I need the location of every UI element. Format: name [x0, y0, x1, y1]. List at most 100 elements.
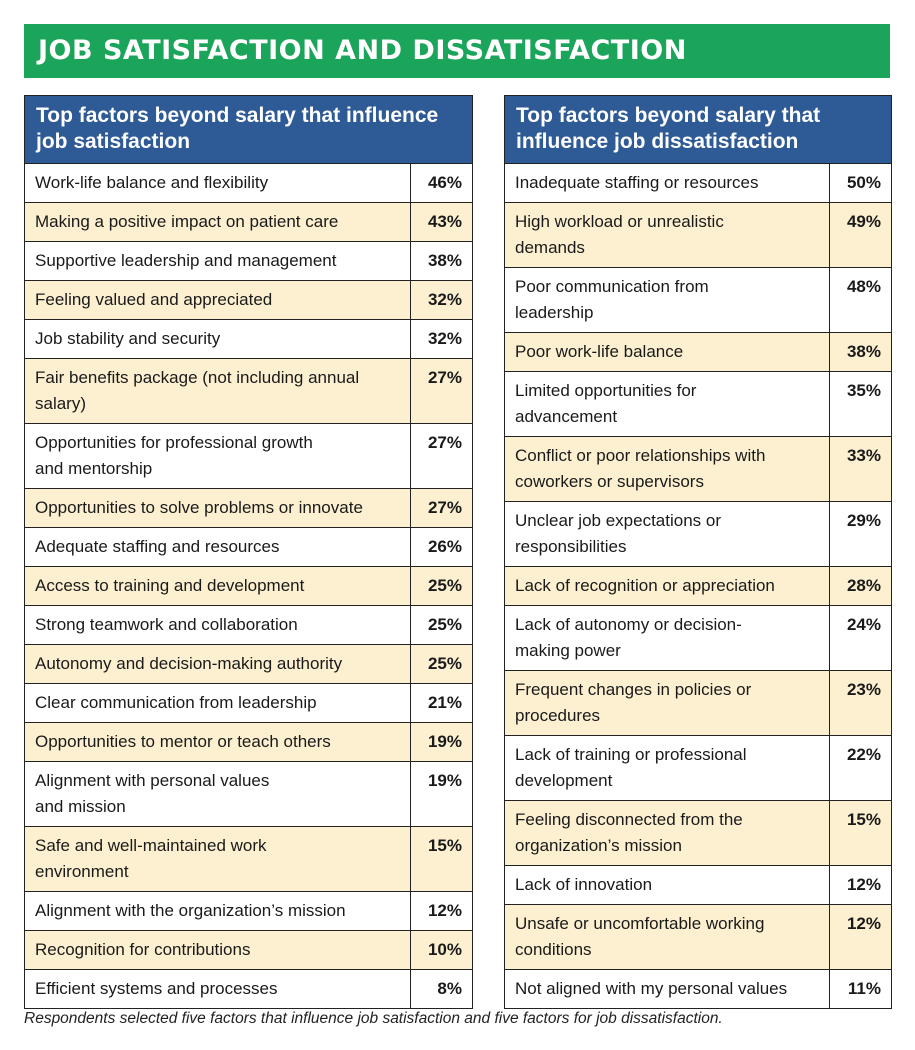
- factor-label: Efficient systems and processes: [25, 970, 411, 1008]
- page-title: JOB SATISFACTION AND DISSATISFACTION: [24, 24, 890, 78]
- table-row: Making a positive impact on patient care…: [25, 203, 472, 242]
- dissatisfaction-table: Top factors beyond salary that influence…: [504, 95, 892, 1009]
- factor-percent: 29%: [846, 511, 881, 530]
- satisfaction-table: Top factors beyond salary that influence…: [24, 95, 473, 1009]
- table-row: Lack of recognition or appreciation 28%: [505, 567, 891, 606]
- factor-label: Safe and well-maintained work environmen…: [25, 827, 411, 891]
- table-row: Feeling disconnected from the organizati…: [505, 801, 891, 866]
- factor-percent: 27%: [427, 498, 462, 517]
- satisfaction-table-heading: Top factors beyond salary that influence…: [25, 96, 472, 164]
- factor-label: Limited opportunities for advancement: [505, 372, 830, 436]
- factor-percent: 23%: [846, 680, 881, 699]
- table-row: Safe and well-maintained work environmen…: [25, 827, 472, 892]
- factor-percent: 35%: [846, 381, 881, 400]
- factor-percent: 49%: [846, 212, 881, 231]
- table-row: Opportunities to solve problems or innov…: [25, 489, 472, 528]
- table-row: Lack of training or professional develop…: [505, 736, 891, 801]
- table-row: Work-life balance and flexibility 46%: [25, 164, 472, 203]
- table-row: High workload or unrealistic demands 49%: [505, 203, 891, 268]
- factor-percent: 24%: [846, 615, 881, 634]
- factor-percent: 33%: [846, 446, 881, 465]
- factor-percent: 28%: [846, 576, 881, 595]
- table-row: Feeling valued and appreciated 32%: [25, 281, 472, 320]
- factor-percent: 48%: [846, 277, 881, 296]
- factor-label: Unclear job expectations or responsibili…: [505, 502, 830, 566]
- factor-percent: 26%: [427, 537, 462, 556]
- factor-percent: 25%: [427, 654, 462, 673]
- factor-label: Frequent changes in policies or procedur…: [505, 671, 830, 735]
- table-row: Not aligned with my personal values 11%: [505, 970, 891, 1008]
- factor-label: Conflict or poor relationships with cowo…: [505, 437, 830, 501]
- table-row: Lack of autonomy or decision- making pow…: [505, 606, 891, 671]
- factor-label: Making a positive impact on patient care: [25, 203, 411, 241]
- factor-label: Alignment with personal values and missi…: [25, 762, 411, 826]
- factor-label: Opportunities for professional growth an…: [25, 424, 411, 488]
- factor-label: Unsafe or uncomfortable working conditio…: [505, 905, 830, 969]
- factor-label: Opportunities to mentor or teach others: [25, 723, 411, 761]
- factor-percent: 12%: [846, 914, 881, 933]
- table-row: Efficient systems and processes 8%: [25, 970, 472, 1008]
- factor-percent: 8%: [437, 979, 462, 998]
- dissatisfaction-table-body: Inadequate staffing or resources 50% High …: [505, 164, 891, 1008]
- factor-percent: 12%: [846, 875, 881, 894]
- factor-label: Lack of innovation: [505, 866, 830, 904]
- factor-label: Strong teamwork and collaboration: [25, 606, 411, 644]
- table-row: Opportunities for professional growth an…: [25, 424, 472, 489]
- table-row: Supportive leadership and management 38%: [25, 242, 472, 281]
- factor-label: Job stability and security: [25, 320, 411, 358]
- factor-percent: 19%: [427, 771, 462, 790]
- table-row: Inadequate staffing or resources 50%: [505, 164, 891, 203]
- table-row: Fair benefits package (not including ann…: [25, 359, 472, 424]
- factor-percent: 38%: [427, 251, 462, 270]
- table-row: Unclear job expectations or responsibili…: [505, 502, 891, 567]
- factor-percent: 12%: [427, 901, 462, 920]
- factor-percent: 43%: [427, 212, 462, 231]
- satisfaction-table-body: Work-life balance and flexibility 46% Maki…: [25, 164, 472, 1008]
- factor-label: Poor communication from leadership: [505, 268, 830, 332]
- factor-percent: 15%: [427, 836, 462, 855]
- factor-label: Autonomy and decision-making authority: [25, 645, 411, 683]
- factor-percent: 25%: [427, 576, 462, 595]
- factor-label: Lack of training or professional develop…: [505, 736, 830, 800]
- factor-percent: 19%: [427, 732, 462, 751]
- table-row: Frequent changes in policies or procedur…: [505, 671, 891, 736]
- factor-label: Recognition for contributions: [25, 931, 411, 969]
- table-row: Autonomy and decision-making authority 25…: [25, 645, 472, 684]
- factor-label: High workload or unrealistic demands: [505, 203, 830, 267]
- factor-percent: 25%: [427, 615, 462, 634]
- table-row: Conflict or poor relationships with cowo…: [505, 437, 891, 502]
- factor-percent: 10%: [427, 940, 462, 959]
- factor-label: Supportive leadership and management: [25, 242, 411, 280]
- factor-label: Feeling valued and appreciated: [25, 281, 411, 319]
- table-row: Poor work-life balance 38%: [505, 333, 891, 372]
- table-row: Strong teamwork and collaboration 25%: [25, 606, 472, 645]
- table-row: Recognition for contributions 10%: [25, 931, 472, 970]
- factor-label: Alignment with the organization’s missio…: [25, 892, 411, 930]
- factor-label: Access to training and development: [25, 567, 411, 605]
- dissatisfaction-table-heading: Top factors beyond salary that influence…: [505, 96, 891, 164]
- table-row: Job stability and security 32%: [25, 320, 472, 359]
- table-row: Unsafe or uncomfortable working conditio…: [505, 905, 891, 970]
- factor-percent: 46%: [427, 173, 462, 192]
- footnote: Respondents selected five factors that i…: [24, 1010, 723, 1027]
- factor-percent: 27%: [427, 368, 462, 387]
- factor-label: Not aligned with my personal values: [505, 970, 830, 1008]
- factor-percent: 38%: [846, 342, 881, 361]
- table-row: Lack of innovation 12%: [505, 866, 891, 905]
- table-row: Adequate staffing and resources 26%: [25, 528, 472, 567]
- factor-label: Adequate staffing and resources: [25, 528, 411, 566]
- factor-label: Lack of autonomy or decision- making pow…: [505, 606, 830, 670]
- factor-label: Opportunities to solve problems or innov…: [25, 489, 411, 527]
- factor-percent: 11%: [847, 979, 881, 998]
- factor-percent: 32%: [427, 329, 462, 348]
- factor-percent: 15%: [846, 810, 881, 829]
- factor-label: Inadequate staffing or resources: [505, 164, 830, 202]
- table-row: Clear communication from leadership 21%: [25, 684, 472, 723]
- factor-percent: 32%: [427, 290, 462, 309]
- factor-label: Clear communication from leadership: [25, 684, 411, 722]
- factor-percent: 21%: [427, 693, 462, 712]
- factor-label: Poor work-life balance: [505, 333, 830, 371]
- factor-label: Lack of recognition or appreciation: [505, 567, 830, 605]
- factor-label: Fair benefits package (not including ann…: [25, 359, 411, 423]
- factor-label: Work-life balance and flexibility: [25, 164, 411, 202]
